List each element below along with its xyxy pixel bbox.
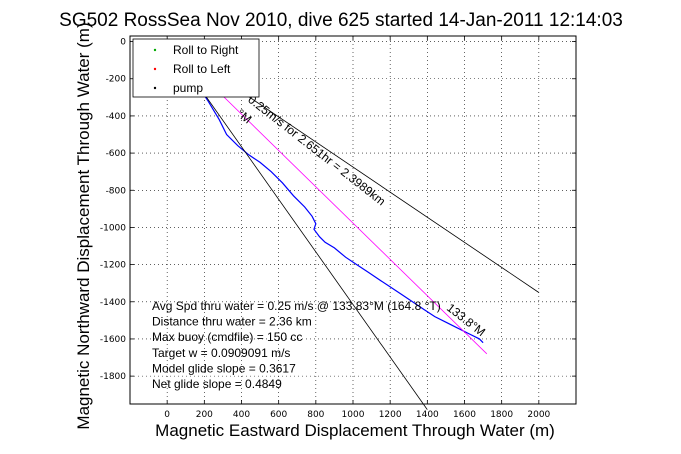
stat-line: Distance thru water = 2.36 km — [152, 315, 312, 329]
stat-line: Model glide slope = 0.3617 — [152, 361, 296, 375]
grid — [130, 36, 576, 404]
stats-block: Avg Spd thru water = 0.25 m/s @ 133.83°M… — [152, 299, 441, 391]
x-tick-label: 1400 — [416, 410, 439, 420]
legend-label: pump — [173, 81, 203, 95]
stat-line: Target w = 0.0909091 m/s — [152, 346, 290, 360]
y-tick-label: -1400 — [100, 298, 126, 308]
legend-marker — [153, 86, 157, 90]
line-annotation: 0.25m/s for 2.651hr = 2.3989km — [245, 92, 388, 208]
legend-marker — [153, 48, 157, 52]
y-tick-label: -200 — [106, 75, 127, 85]
stat-line: Max buoy (cmdfile) = 150 cc — [152, 330, 302, 344]
y-axis-label: Magnetic Northward Displacement Through … — [74, 22, 93, 429]
x-axis-label: Magnetic Eastward Displacement Through W… — [155, 421, 555, 440]
stat-line: Net glide slope = 0.4849 — [152, 377, 282, 391]
y-tick-label: -800 — [106, 186, 127, 196]
legend: Roll to Right Roll to Left pump — [132, 38, 260, 98]
y-tick-label: -1800 — [100, 372, 126, 382]
legend-label: Roll to Left — [173, 62, 231, 76]
plot-frame — [129, 35, 577, 405]
x-tick-label: 800 — [307, 410, 324, 420]
x-tick-label: 1000 — [342, 410, 365, 420]
track-series — [166, 41, 484, 344]
chart-title: SG502 RossSea Nov 2010, dive 625 started… — [59, 10, 623, 31]
x-tick-label: 200 — [196, 410, 213, 420]
stat-line: Avg Spd thru water = 0.25 m/s @ 133.83°M… — [152, 299, 441, 313]
x-tick-label: 1600 — [453, 410, 476, 420]
y-tick-label: -1600 — [100, 335, 126, 345]
legend-label: Roll to Right — [173, 43, 239, 57]
x-tick-label: 600 — [270, 410, 287, 420]
heading-line-series — [166, 41, 428, 410]
legend-box — [132, 38, 260, 98]
axis-ticks: 0 200 400 600 800 1000 1200 1400 1600 1800 2000 0 -2… — [100, 36, 576, 420]
y-tick-label: -1200 — [100, 261, 126, 271]
legend-marker — [153, 67, 157, 71]
y-tick-label: -400 — [106, 112, 127, 122]
x-tick-label: 400 — [233, 410, 250, 420]
x-tick-label: 1800 — [490, 410, 513, 420]
y-tick-label: 0 — [120, 38, 126, 48]
x-tick-label: 2000 — [527, 410, 550, 420]
y-tick-label: -1000 — [100, 223, 126, 233]
x-tick-label: 1200 — [379, 410, 402, 420]
y-tick-label: -600 — [106, 149, 127, 159]
x-tick-label: 0 — [164, 410, 170, 420]
